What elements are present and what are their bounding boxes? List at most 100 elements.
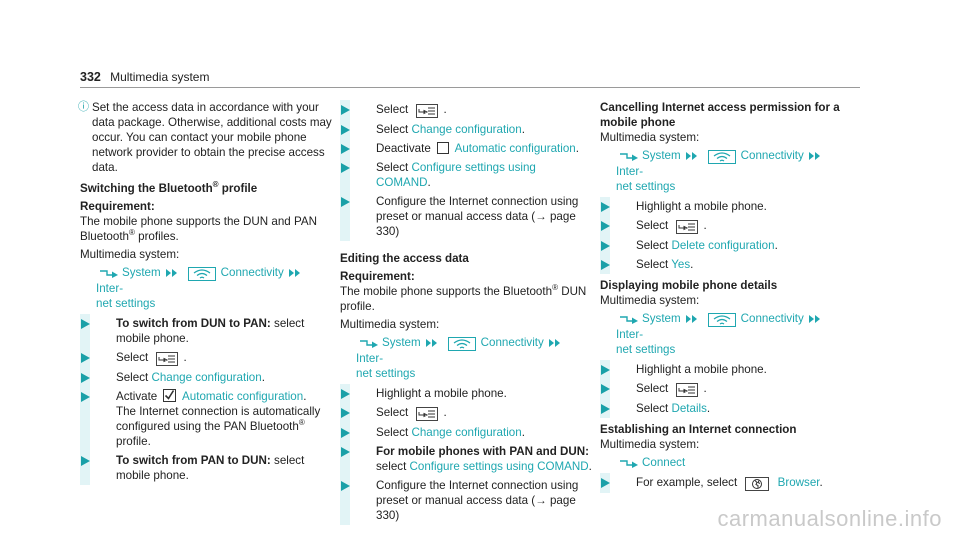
double-chevron-icon [807, 151, 823, 161]
menu-item-link[interactable]: Connectivity [740, 149, 804, 162]
note: ⓘ Set the access data in accordance with … [78, 100, 332, 175]
text: profile [218, 182, 258, 195]
menu-item-link[interactable]: Connectivity [480, 336, 544, 349]
text: Establishing an Internet connection [600, 423, 797, 436]
path-arrow-icon [359, 338, 379, 348]
menu-item-link[interactable]: Configure settings using COMAND [409, 460, 589, 473]
menu-item-link[interactable]: Inter- [96, 282, 124, 295]
bullet-arrow-icon [341, 105, 350, 115]
registered-mark: ® [552, 283, 558, 293]
bullet-arrow-icon [601, 478, 610, 488]
menu-item-link[interactable]: Browser [774, 476, 820, 489]
text: . [819, 476, 823, 489]
text: Highlight a mobile phone. [636, 200, 767, 213]
text: select mobile phone. [116, 454, 305, 482]
paragraph: Multimedia system: [600, 130, 852, 145]
path-arrow-icon [619, 314, 639, 324]
menu-item-link[interactable]: System [122, 266, 161, 279]
menu-item-link[interactable]: Connectivity [740, 312, 804, 325]
menu-item-link[interactable]: Delete configuration [671, 239, 775, 252]
text: Select [116, 351, 152, 364]
text: . [575, 142, 579, 155]
text: DUN profile. [340, 285, 587, 313]
menu-path: System Connectivity Inter-net settings [600, 311, 852, 357]
menu-path: System Connectivity Inter-net settings [600, 148, 852, 194]
menu-item-link[interactable]: Connectivity [220, 266, 284, 279]
menu-icon [154, 352, 180, 366]
menu-item-link[interactable]: System [642, 312, 681, 325]
menu-item-link[interactable]: Connect [642, 456, 686, 469]
text: Select [376, 406, 412, 419]
menu-item-link[interactable]: Change configuration [411, 123, 522, 136]
bullet-arrow-icon [81, 353, 90, 363]
checkbox-checked-icon [163, 389, 177, 402]
bullet-arrow-icon [601, 365, 610, 375]
text: . [706, 402, 711, 415]
instruction-step: To switch from DUN to PAN: select mobile… [80, 314, 332, 348]
text: Select [376, 123, 412, 136]
text: Editing the access data [340, 252, 469, 265]
menu-item-link[interactable]: Inter- [616, 165, 644, 178]
info-icon: ⓘ [78, 101, 89, 113]
paragraph: Multimedia system: [80, 247, 332, 262]
bullet-arrow-icon [341, 389, 350, 399]
bullet-arrow-icon [341, 447, 350, 457]
menu-item-link[interactable]: net settings [96, 297, 156, 310]
instruction-step: Deactivate Automatic configuration. [340, 139, 592, 158]
text: Select [116, 371, 152, 384]
section-heading: Cancelling Internet access permission fo… [600, 100, 852, 130]
menu-item-link[interactable]: Change configuration [411, 426, 522, 439]
text: . [774, 239, 778, 252]
menu-item-link[interactable]: net settings [616, 343, 676, 356]
page-header: 332 Multimedia system [80, 70, 860, 88]
text: . [183, 351, 187, 364]
paragraph: Multimedia system: [600, 437, 852, 452]
path-arrow-icon [619, 458, 639, 468]
menu-item-link[interactable]: net settings [616, 180, 676, 193]
instruction-step: Activate Automatic configuration. The Int… [80, 387, 332, 451]
menu-item-link[interactable]: Details [671, 402, 707, 415]
instruction-step: Select . [600, 379, 852, 399]
bullet-arrow-icon [341, 481, 350, 491]
text: Requirement: [340, 270, 415, 283]
text: Select [376, 426, 412, 439]
menu-item-link[interactable]: net settings [356, 367, 416, 380]
bold-label: To switch from DUN to PAN: [116, 317, 271, 330]
menu-icon [674, 383, 700, 397]
menu-item-link[interactable]: Inter- [356, 352, 384, 365]
double-chevron-icon [684, 151, 700, 161]
menu-path: Connect [600, 455, 852, 470]
section-heading: Establishing an Internet connection [600, 422, 852, 437]
globe-icon [743, 477, 771, 491]
registered-mark: ® [298, 418, 305, 428]
registered-mark: ® [129, 228, 135, 238]
instruction-step: For mobile phones with PAN and DUN: sele… [340, 442, 592, 476]
path-arrow-icon [619, 151, 639, 161]
menu-item-link[interactable]: System [642, 149, 681, 162]
text: Set the access data in accordance with y… [92, 101, 332, 174]
menu-item-link[interactable]: System [382, 336, 421, 349]
menu-item-link[interactable]: Yes [671, 258, 691, 271]
double-chevron-icon [807, 314, 823, 324]
section-heading: Requirement: [80, 199, 332, 214]
menu-item-link[interactable]: Automatic configuration [179, 390, 304, 403]
text: Activate [116, 390, 161, 403]
instruction-step: Configure the Internet connection using … [340, 476, 592, 525]
instruction-step: Select Yes. [600, 255, 852, 274]
menu-item-link[interactable]: Automatic configuration [452, 142, 576, 155]
wifi-icon [446, 337, 478, 351]
text: . [521, 426, 525, 439]
bullet-arrow-icon [81, 373, 90, 383]
menu-item-link[interactable]: Configure settings using COMAND [376, 161, 536, 189]
text: Select [636, 402, 672, 415]
text: Cancelling Internet access permission fo… [600, 101, 840, 129]
instruction-step: Select Details. [600, 399, 852, 418]
menu-path: System Connectivity Inter-net settings [80, 265, 332, 311]
instruction-step: Select Change configuration. [340, 120, 592, 139]
text: Select [376, 103, 412, 116]
menu-item-link[interactable]: Change configuration [151, 371, 262, 384]
bullet-arrow-icon [601, 384, 610, 394]
text: Deactivate [376, 142, 434, 155]
bullet-arrow-icon [81, 319, 90, 329]
menu-item-link[interactable]: Inter- [616, 328, 644, 341]
